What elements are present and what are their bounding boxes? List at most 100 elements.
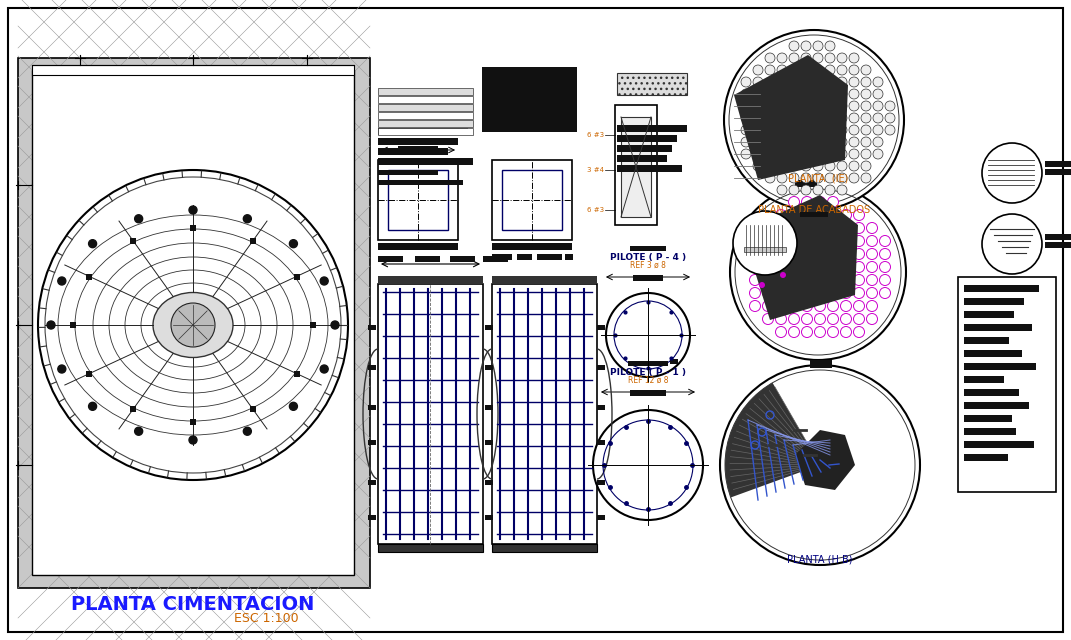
Circle shape [775, 275, 786, 285]
Circle shape [841, 262, 851, 273]
Bar [368, 480, 376, 485]
Circle shape [801, 185, 811, 195]
Circle shape [765, 89, 775, 99]
Circle shape [849, 161, 859, 171]
Bar [378, 88, 473, 95]
Bar [964, 311, 1014, 318]
Bar [964, 324, 1032, 331]
Circle shape [849, 101, 859, 111]
Bar [964, 350, 1022, 357]
Circle shape [849, 137, 859, 147]
Circle shape [838, 137, 847, 147]
Circle shape [776, 125, 787, 135]
Circle shape [763, 262, 773, 273]
Circle shape [801, 137, 811, 147]
Bar [378, 180, 463, 185]
Circle shape [838, 173, 847, 183]
Circle shape [879, 275, 890, 285]
Bar [250, 406, 256, 412]
Bar [378, 284, 483, 544]
Circle shape [788, 275, 799, 285]
Circle shape [841, 209, 851, 221]
Circle shape [765, 53, 775, 63]
Circle shape [753, 113, 763, 123]
Circle shape [788, 326, 799, 337]
Text: ESC 1:100: ESC 1:100 [233, 612, 299, 625]
Bar [964, 376, 1004, 383]
Bar [492, 160, 572, 240]
Circle shape [873, 137, 883, 147]
Circle shape [243, 428, 252, 435]
Ellipse shape [153, 292, 233, 358]
Bar [86, 371, 92, 376]
Circle shape [763, 248, 773, 259]
Circle shape [724, 30, 904, 210]
Bar [597, 325, 605, 330]
Bar [368, 325, 376, 330]
Circle shape [873, 101, 883, 111]
Circle shape [801, 301, 813, 312]
Circle shape [763, 223, 773, 234]
Circle shape [825, 41, 835, 51]
Bar [615, 105, 657, 225]
Circle shape [813, 149, 823, 159]
Bar [190, 419, 196, 425]
Circle shape [815, 326, 826, 337]
Bar [597, 440, 605, 445]
Bar [190, 225, 196, 231]
Circle shape [838, 89, 847, 99]
Circle shape [763, 287, 773, 298]
Circle shape [135, 428, 142, 435]
Circle shape [849, 125, 859, 135]
Circle shape [866, 236, 877, 246]
Circle shape [775, 314, 786, 324]
Circle shape [866, 262, 877, 273]
Circle shape [789, 77, 799, 87]
Circle shape [828, 236, 839, 246]
Circle shape [813, 65, 823, 75]
Text: REF 3 ø 8: REF 3 ø 8 [630, 260, 666, 269]
Text: PILOTE ( P - 1 ): PILOTE ( P - 1 ) [610, 367, 687, 376]
Bar [670, 359, 678, 364]
Circle shape [765, 77, 775, 87]
Bar [368, 440, 376, 445]
Circle shape [828, 301, 839, 312]
Circle shape [866, 301, 877, 312]
Circle shape [854, 275, 864, 285]
Circle shape [815, 209, 826, 221]
Circle shape [775, 248, 786, 259]
Circle shape [828, 262, 839, 273]
Circle shape [789, 53, 799, 63]
Polygon shape [734, 55, 848, 180]
Circle shape [813, 125, 823, 135]
Circle shape [58, 277, 65, 285]
Text: 6 #3: 6 #3 [587, 207, 604, 213]
Bar [964, 415, 1012, 422]
Bar [482, 67, 577, 132]
Circle shape [741, 149, 751, 159]
Circle shape [788, 287, 799, 298]
Circle shape [813, 41, 823, 51]
Circle shape [730, 184, 906, 360]
Bar [630, 246, 666, 251]
Circle shape [854, 301, 864, 312]
Circle shape [788, 248, 799, 259]
Circle shape [289, 403, 298, 410]
Circle shape [841, 287, 851, 298]
Circle shape [765, 101, 775, 111]
Circle shape [741, 137, 751, 147]
Bar [378, 243, 458, 250]
Bar [485, 405, 493, 410]
Circle shape [775, 326, 786, 337]
Circle shape [838, 65, 847, 75]
Circle shape [861, 161, 871, 171]
Bar [964, 454, 1008, 461]
Circle shape [801, 287, 813, 298]
Circle shape [789, 185, 799, 195]
Bar [810, 360, 832, 368]
Circle shape [775, 223, 786, 234]
Circle shape [765, 173, 775, 183]
Circle shape [789, 113, 799, 123]
Circle shape [788, 223, 799, 234]
Circle shape [873, 125, 883, 135]
